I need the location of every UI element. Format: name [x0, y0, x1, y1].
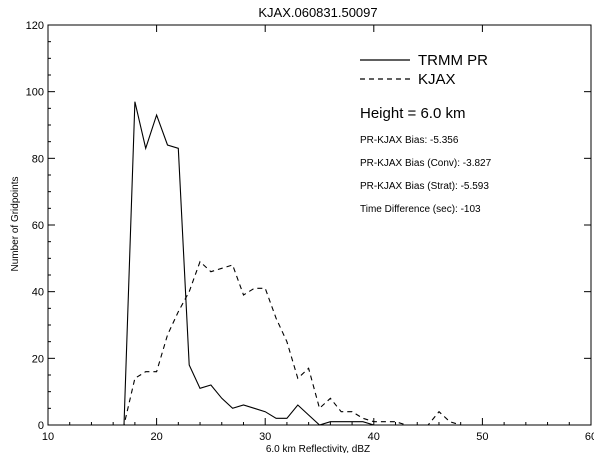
- y-tick-label-100: 100: [26, 87, 44, 99]
- bias-annotation: PR-KJAX Bias: -5.356: [360, 135, 459, 146]
- y-tick-label-20: 20: [32, 353, 44, 365]
- x-tick-label-20: 20: [150, 431, 162, 443]
- y-tick-label-60: 60: [32, 220, 44, 232]
- legend: TRMM PR KJAX: [360, 52, 488, 88]
- y-tick-label-0: 0: [38, 420, 44, 432]
- plot-area-frame: [47, 24, 592, 426]
- bias-strat-annotation: PR-KJAX Bias (Strat): -5.593: [360, 181, 489, 192]
- series-layer: [102, 101, 483, 426]
- x-tick-label-30: 30: [259, 431, 271, 443]
- x-axis: 10 20 30 40 50 60: [42, 25, 594, 443]
- y-tick-label-120: 120: [26, 20, 44, 32]
- chart-title: KJAX.060831.50097: [258, 5, 377, 20]
- x-tick-label-40: 40: [368, 431, 380, 443]
- y-tick-label-80: 80: [32, 153, 44, 165]
- y-axis-label: Number of Gridpoints: [10, 176, 21, 271]
- x-axis-label: 6.0 km Reflectivity, dBZ: [266, 444, 370, 453]
- time-difference-annotation: Time Difference (sec): -103: [360, 204, 481, 215]
- legend-label-kjax: KJAX: [418, 71, 456, 88]
- x-tick-label-60: 60: [585, 431, 594, 443]
- annotations: Height = 6.0 km PR-KJAX Bias: -5.356 PR-…: [360, 105, 492, 215]
- series-line-kjax: [102, 260, 483, 426]
- legend-label-trmm-pr: TRMM PR: [418, 52, 488, 69]
- y-tick-label-40: 40: [32, 287, 44, 299]
- bias-conv-annotation: PR-KJAX Bias (Conv): -3.827: [360, 158, 492, 169]
- height-annotation: Height = 6.0 km: [360, 105, 465, 122]
- series-line-trmm-pr: [102, 101, 483, 426]
- x-tick-label-50: 50: [476, 431, 488, 443]
- y-axis: 0 20 40 60 80 100 120: [26, 20, 591, 432]
- x-tick-label-10: 10: [42, 431, 54, 443]
